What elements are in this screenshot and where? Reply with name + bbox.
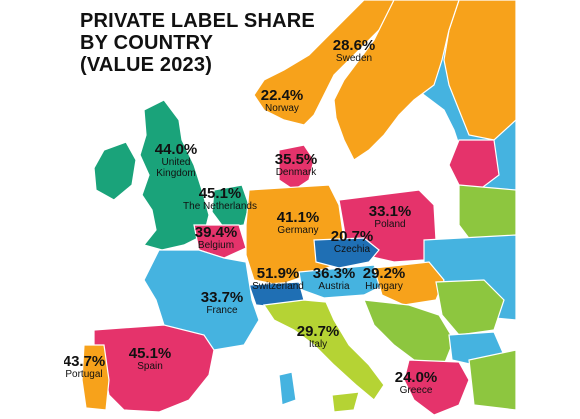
value-portugal: 43.7%	[64, 353, 106, 370]
country-shape-italy	[262, 299, 385, 401]
name-spain: Spain	[137, 361, 163, 372]
map-title: PRIVATE LABEL SHARE BY COUNTRY (VALUE 20…	[80, 10, 315, 76]
label-sweden: 28.6% Sweden	[333, 38, 376, 64]
name-portugal: Portugal	[65, 369, 103, 380]
value-italy: 29.7%	[296, 323, 340, 340]
value-united-kingdom: 44.0%	[154, 141, 198, 158]
name-germany: Germany	[277, 225, 319, 236]
country-shape-finland	[443, 0, 516, 141]
value-belgium: 39.4%	[194, 224, 238, 241]
value-switzerland: 51.9%	[256, 265, 300, 282]
name-united-kingdom-line2: Kingdom	[156, 168, 196, 179]
country-shape-portugal	[81, 344, 110, 411]
label-greece: 24.0% Greece	[395, 370, 438, 396]
name-austria: Austria	[318, 281, 350, 292]
country-shape-ireland	[93, 141, 137, 201]
value-spain: 45.1%	[128, 345, 172, 362]
name-hungary: Hungary	[365, 281, 403, 292]
value-netherlands: 45.1%	[198, 185, 242, 202]
label-denmark: 35.5% Denmark	[275, 152, 318, 178]
name-switzerland: Switzerland	[252, 281, 304, 292]
value-hungary: 29.2%	[362, 265, 406, 282]
name-norway: Norway	[265, 103, 299, 114]
value-denmark: 35.5%	[274, 151, 318, 168]
country-shape-romania	[435, 279, 505, 336]
label-czechia: 20.7% Czechia	[331, 229, 374, 255]
label-spain: 45.1% Spain	[129, 346, 172, 372]
label-portugal: 43.7% Portugal	[64, 354, 105, 380]
name-belgium: Belgium	[197, 240, 235, 251]
name-italy: Italy	[308, 339, 328, 350]
value-austria: 36.3%	[312, 265, 356, 282]
country-shape-sicily	[331, 391, 360, 413]
label-netherlands: 45.1% The Netherlands	[183, 186, 257, 212]
country-shape-netherlands	[211, 184, 250, 229]
label-germany: 41.1% Germany	[277, 210, 320, 236]
value-germany: 41.1%	[276, 209, 320, 226]
name-france: France	[206, 305, 238, 316]
value-norway: 22.4%	[260, 87, 304, 104]
label-poland: 33.1% Poland	[369, 204, 412, 230]
country-shape-greece	[403, 359, 470, 416]
name-sweden: Sweden	[335, 53, 373, 64]
label-united-kingdom: 44.0% United Kingdom	[155, 142, 198, 179]
value-greece: 24.0%	[394, 369, 438, 386]
country-shape-denmark	[278, 144, 315, 191]
value-czechia: 20.7%	[330, 228, 374, 245]
label-hungary: 29.2% Hungary	[363, 266, 406, 292]
europe-map	[64, 0, 516, 419]
label-belgium: 39.4% Belgium	[195, 225, 238, 251]
label-france: 33.7% France	[201, 290, 244, 316]
country-shape-united-kingdom	[139, 99, 210, 251]
value-sweden: 28.6%	[332, 37, 376, 54]
country-shape-sweden	[333, 0, 460, 161]
map-frame: PRIVATE LABEL SHARE BY COUNTRY (VALUE 20…	[64, 0, 516, 419]
label-switzerland: 51.9% Switzerland	[252, 266, 304, 292]
country-shape-belgium	[193, 224, 247, 259]
country-shape-sardinia	[278, 371, 297, 406]
name-czechia: Czechia	[333, 244, 371, 255]
title-line-1: PRIVATE LABEL SHARE	[80, 10, 315, 32]
name-greece: Greece	[399, 385, 433, 396]
country-shape-turkey	[468, 349, 516, 411]
country-shape-czechia	[313, 237, 380, 269]
value-poland: 33.1%	[368, 203, 412, 220]
name-poland: Poland	[374, 219, 406, 230]
label-italy: 29.7% Italy	[297, 324, 340, 350]
name-united-kingdom-line1: United	[161, 157, 191, 168]
country-shape-france	[143, 249, 260, 351]
label-austria: 36.3% Austria	[313, 266, 356, 292]
country-shape-norway	[253, 0, 395, 126]
value-france: 33.7%	[200, 289, 244, 306]
name-denmark: Denmark	[275, 167, 317, 178]
name-netherlands: The Netherlands	[183, 201, 257, 212]
label-norway: 22.4% Norway	[261, 88, 304, 114]
title-line-3: (VALUE 2023)	[80, 54, 213, 76]
country-shape-austria	[298, 264, 385, 299]
title-line-2: BY COUNTRY	[80, 32, 214, 54]
country-shape-hungary	[373, 261, 445, 306]
